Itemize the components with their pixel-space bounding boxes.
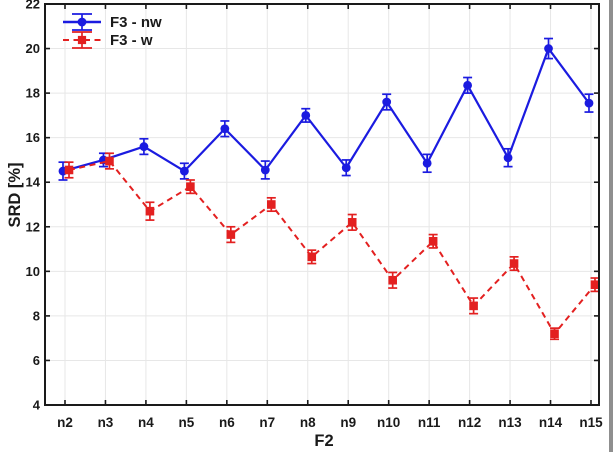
axis-tick-labels: n2 n3 n4 n5 n6 n7 n8 n9 n10 n11 n12 n13 n14 n15 4 6 8 10 1…	[26, 0, 604, 430]
y-tick-label: 4	[33, 398, 41, 413]
x-tick-label: n2	[57, 415, 73, 430]
data-point-marker	[179, 166, 189, 176]
y-tick-label: 16	[26, 130, 40, 145]
data-point-marker	[388, 275, 397, 285]
x-tick-label: n14	[539, 415, 563, 430]
x-tick-label: n15	[579, 415, 603, 430]
gridlines	[45, 4, 599, 405]
y-tick-label: 22	[26, 0, 40, 12]
y-tick-label: 12	[26, 219, 40, 234]
series-line	[68, 160, 596, 335]
y-tick-label: 10	[26, 264, 40, 279]
x-tick-label: n9	[340, 415, 356, 430]
series-line	[62, 47, 590, 173]
data-point-marker	[590, 280, 600, 289]
x-tick-label: n5	[178, 415, 194, 430]
data-point-marker	[382, 97, 392, 107]
data-point-marker	[105, 156, 114, 166]
data-point-marker	[341, 163, 351, 173]
screenshot-right-border	[609, 0, 613, 452]
x-tick-label: n7	[259, 415, 275, 430]
x-tick-label: n3	[98, 415, 114, 430]
data-point-marker	[584, 98, 594, 108]
data-point-marker	[469, 301, 478, 311]
data-point-marker	[145, 206, 155, 216]
series-nw	[58, 37, 594, 181]
legend-marker	[77, 35, 87, 45]
data-point-marker	[301, 110, 311, 120]
data-point-marker	[260, 165, 270, 175]
x-tick-label: n13	[498, 415, 522, 430]
data-point-marker	[64, 165, 74, 175]
x-tick-label: n6	[219, 415, 235, 430]
x-tick-label: n10	[377, 415, 400, 430]
data-point-marker	[544, 44, 553, 53]
series-w	[64, 152, 600, 341]
y-tick-label: 8	[33, 308, 40, 323]
legend-item-label: F3 - w	[110, 32, 153, 49]
x-tick-label: n12	[458, 415, 481, 430]
data-point-marker	[307, 252, 317, 262]
data-point-marker	[503, 153, 513, 163]
plot-frame	[44, 3, 600, 406]
y-tick-label: 18	[26, 86, 40, 101]
legend-item-label: F3 - nw	[110, 14, 162, 31]
x-tick-label: n4	[138, 415, 154, 430]
y-tick-label: 6	[33, 353, 40, 368]
x-tick-label: n11	[418, 415, 441, 430]
data-point-marker	[186, 182, 195, 191]
y-tick-label: 14	[26, 175, 41, 190]
data-point-marker	[139, 142, 149, 151]
y-axis-title: SRD [%]	[6, 162, 24, 227]
data-point-marker	[267, 200, 276, 209]
axis-ticks	[45, 3, 599, 406]
data-point-marker	[347, 218, 357, 227]
data-point-marker	[220, 124, 230, 134]
legend-marker	[77, 17, 87, 27]
data-point-marker	[226, 230, 236, 239]
data-series	[58, 37, 600, 341]
data-point-marker	[550, 329, 559, 339]
data-point-marker	[422, 158, 432, 168]
data-point-marker	[428, 236, 438, 246]
data-point-marker	[463, 80, 472, 90]
y-tick-label: 20	[26, 41, 40, 56]
legend-item: F3 - w	[63, 31, 153, 49]
x-tick-label: n8	[300, 415, 316, 430]
legend-item: F3 - nw	[63, 13, 162, 31]
data-point-marker	[509, 259, 519, 268]
x-axis-title: F2	[314, 432, 333, 450]
